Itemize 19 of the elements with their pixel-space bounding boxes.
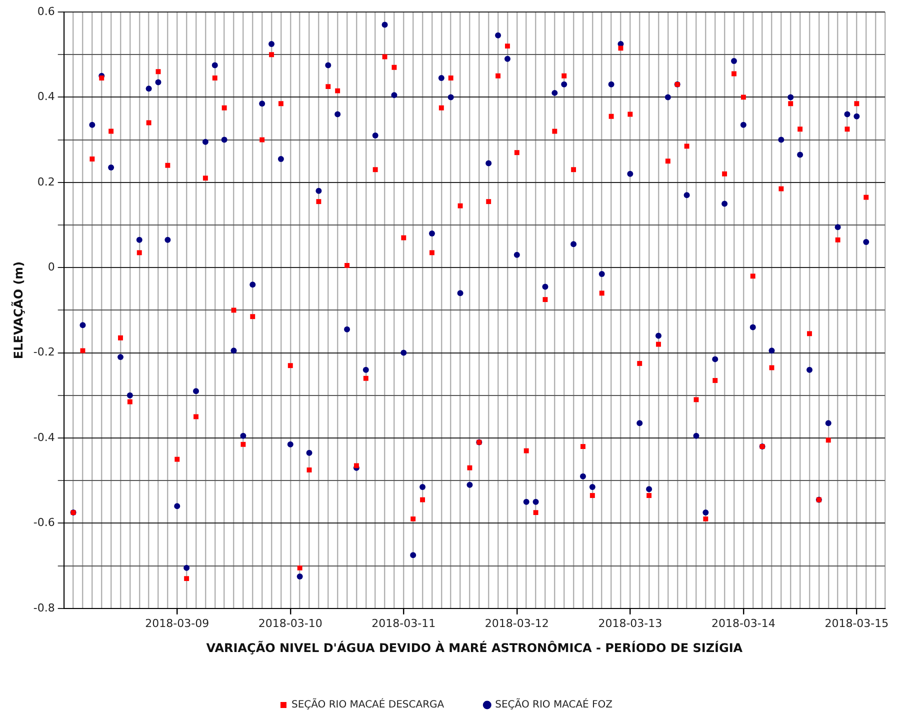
y-axis-title: ELEVAÇÃO (m) — [10, 261, 26, 360]
x-tick-label: 2018-03-12 — [484, 616, 549, 630]
x-axis-title: VARIAÇÃO NIVEL D'ÁGUA DEVIDO À MARÉ ASTRONÔMICA - PERÍODO DE SIZÍGIA — [206, 640, 744, 655]
y-tick-label: -0.6 — [33, 516, 55, 530]
x-tick-label: 2018-03-14 — [711, 616, 776, 630]
y-tick-label: -0.8 — [33, 601, 55, 614]
x-tick-label: 2018-03-09 — [145, 616, 210, 630]
y-tick-label: 0.6 — [37, 4, 55, 18]
y-tick-label: -0.2 — [33, 346, 55, 359]
legend-label: SEÇÃO RIO MACAÉ FOZ — [495, 698, 613, 711]
x-tick-label: 2018-03-10 — [258, 616, 322, 630]
x-tick-label: 2018-03-11 — [372, 616, 436, 630]
y-tick-label: 0 — [48, 260, 55, 274]
x-tick-label: 2018-03-13 — [598, 616, 662, 630]
y-tick-label: 0.2 — [37, 175, 55, 188]
x-tick-label: 2018-03-15 — [824, 616, 889, 630]
legend-label: SEÇÃO RIO MACAÉ DESCARGA — [291, 698, 444, 711]
y-tick-label: 0.4 — [37, 90, 55, 104]
y-tick-label: -0.4 — [33, 430, 55, 444]
